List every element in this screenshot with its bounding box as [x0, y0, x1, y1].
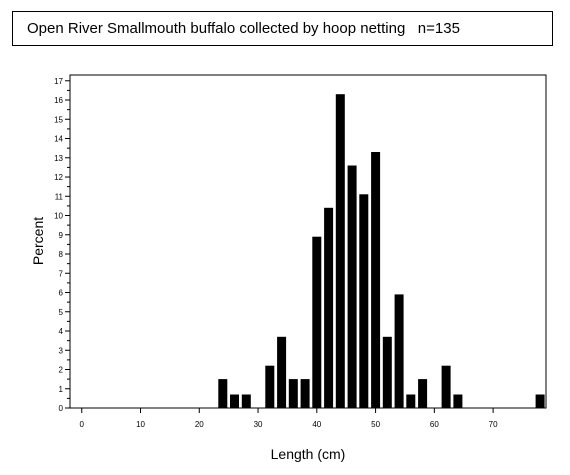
histogram-bar [288, 379, 298, 408]
histogram-bar [300, 379, 310, 408]
histogram-bar [277, 336, 287, 408]
x-tick-label: 50 [371, 420, 380, 429]
chart-title-box: Open River Smallmouth buffalo collected … [12, 11, 553, 46]
x-axis: 0 10 20 30 40 50 60 70 [80, 408, 498, 429]
histogram-bar [441, 365, 451, 408]
x-axis-label: Length (cm) [271, 446, 346, 462]
histogram-bar [382, 336, 392, 408]
histogram-bar [218, 379, 228, 408]
y-tick-label: 1 [59, 385, 64, 394]
y-axis-label: Percent [30, 217, 46, 265]
y-tick-label: 8 [59, 250, 64, 259]
bars-group [218, 94, 545, 408]
x-tick-label: 30 [254, 420, 263, 429]
y-tick-label: 11 [55, 192, 64, 201]
histogram-bar [359, 194, 369, 408]
histogram-bar [335, 94, 345, 408]
histogram-bar [230, 394, 239, 408]
y-tick-label: 13 [54, 154, 63, 163]
y-tick-label: 12 [54, 173, 63, 182]
y-tick-label: 4 [59, 327, 64, 336]
histogram-bar [347, 165, 357, 408]
plot-frame [69, 74, 547, 409]
y-tick-label: 5 [59, 308, 64, 317]
y-tick-label: 3 [59, 346, 64, 355]
x-tick-label: 20 [195, 420, 204, 429]
x-tick-label: 70 [489, 420, 498, 429]
chart-title: Open River Smallmouth buffalo collected … [27, 20, 460, 37]
histogram-bar [453, 394, 463, 408]
y-tick-label: 17 [54, 77, 63, 86]
y-tick-label: 10 [54, 212, 63, 221]
x-tick-label: 10 [136, 420, 145, 429]
y-tick-label: 15 [54, 115, 63, 124]
histogram-bar [535, 394, 545, 408]
histogram-bar [265, 365, 275, 408]
y-tick-label: 2 [59, 366, 64, 375]
histogram-bar [394, 294, 404, 408]
histogram-bar [324, 207, 334, 408]
y-tick-label: 6 [59, 289, 64, 298]
x-tick-label: 0 [80, 420, 85, 429]
histogram-bar [418, 379, 428, 408]
y-tick-label: 7 [59, 269, 64, 278]
histogram-bar [241, 394, 251, 408]
x-tick-label: 40 [312, 420, 321, 429]
histogram-bar [312, 236, 322, 408]
y-tick-label: 14 [54, 135, 63, 144]
y-tick-label: 0 [59, 404, 64, 413]
y-tick-label: 9 [59, 231, 64, 240]
histogram-bar [406, 394, 416, 408]
x-tick-label: 60 [430, 420, 439, 429]
y-tick-label: 16 [54, 96, 63, 105]
histogram-bar [371, 152, 381, 408]
